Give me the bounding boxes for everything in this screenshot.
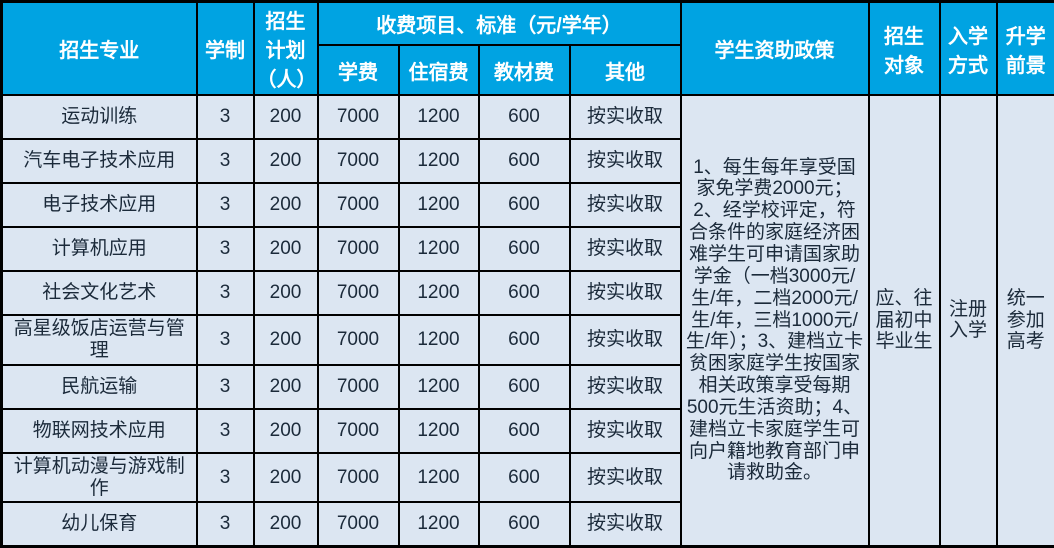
tuition-cell: 7000 [318,271,399,315]
plan-cell: 200 [254,409,318,453]
aid-policy-cell: 1、每生每年享受国家免学费2000元；2、经学校评定，符合条件的家庭经济困难学生… [681,95,869,546]
duration-cell: 3 [197,365,254,409]
major-cell: 汽车电子技术应用 [2,139,197,183]
textbook-cell: 600 [479,502,570,546]
plan-cell: 200 [254,502,318,546]
major-cell: 计算机动漫与游戏制作 [2,453,197,503]
textbook-cell: 600 [479,365,570,409]
duration-cell: 3 [197,409,254,453]
duration-cell: 3 [197,227,254,271]
other-cell: 按实收取 [570,502,681,546]
header-admission: 入学 方式 [940,2,997,96]
accommodation-cell: 1200 [399,453,479,503]
accommodation-cell: 1200 [399,271,479,315]
header-major: 招生专业 [2,2,197,96]
table-header: 招生专业 学制 招生 计划 （人） 收费项目、标准（元/学年） 学生资助政策 招… [2,2,1054,96]
accommodation-cell: 1200 [399,183,479,227]
header-tuition: 学费 [318,45,399,95]
tuition-cell: 7000 [318,183,399,227]
accommodation-cell: 1200 [399,95,479,139]
tuition-cell: 7000 [318,139,399,183]
duration-cell: 3 [197,453,254,503]
other-cell: 按实收取 [570,365,681,409]
plan-cell: 200 [254,139,318,183]
prospect-cell: 统一 参加 高考 [997,95,1054,546]
duration-cell: 3 [197,271,254,315]
major-cell: 高星级饭店运营与管理 [2,315,197,365]
plan-cell: 200 [254,453,318,503]
textbook-cell: 600 [479,139,570,183]
header-plan: 招生 计划 （人） [254,2,318,96]
major-cell: 物联网技术应用 [2,409,197,453]
accommodation-cell: 1200 [399,409,479,453]
tuition-cell: 7000 [318,502,399,546]
duration-cell: 3 [197,139,254,183]
duration-cell: 3 [197,183,254,227]
accommodation-cell: 1200 [399,365,479,409]
header-aid-policy: 学生资助政策 [681,2,869,96]
major-cell: 民航运输 [2,365,197,409]
table-row: 运动训练 3 200 7000 1200 600 按实收取 1、每生每年享受国家… [2,95,1054,139]
other-cell: 按实收取 [570,409,681,453]
header-target: 招生 对象 [869,2,940,96]
textbook-cell: 600 [479,409,570,453]
header-fees-group: 收费项目、标准（元/学年） [318,2,681,46]
tuition-cell: 7000 [318,365,399,409]
other-cell: 按实收取 [570,139,681,183]
textbook-cell: 600 [479,315,570,365]
other-cell: 按实收取 [570,183,681,227]
plan-cell: 200 [254,271,318,315]
plan-cell: 200 [254,365,318,409]
tuition-cell: 7000 [318,409,399,453]
other-cell: 按实收取 [570,453,681,503]
major-cell: 运动训练 [2,95,197,139]
accommodation-cell: 1200 [399,315,479,365]
header-other: 其他 [570,45,681,95]
textbook-cell: 600 [479,227,570,271]
header-accommodation: 住宿费 [399,45,479,95]
duration-cell: 3 [197,95,254,139]
header-textbook: 教材费 [479,45,570,95]
header-duration: 学制 [197,2,254,96]
other-cell: 按实收取 [570,315,681,365]
tuition-cell: 7000 [318,227,399,271]
header-prospect: 升学 前景 [997,2,1054,96]
textbook-cell: 600 [479,271,570,315]
tuition-cell: 7000 [318,315,399,365]
other-cell: 按实收取 [570,227,681,271]
textbook-cell: 600 [479,183,570,227]
major-cell: 计算机应用 [2,227,197,271]
admission-cell: 注册 入学 [940,95,997,546]
other-cell: 按实收取 [570,271,681,315]
textbook-cell: 600 [479,453,570,503]
plan-cell: 200 [254,227,318,271]
accommodation-cell: 1200 [399,502,479,546]
accommodation-cell: 1200 [399,139,479,183]
duration-cell: 3 [197,315,254,365]
other-cell: 按实收取 [570,95,681,139]
major-cell: 幼儿保育 [2,502,197,546]
plan-cell: 200 [254,183,318,227]
plan-cell: 200 [254,95,318,139]
tuition-cell: 7000 [318,95,399,139]
major-cell: 电子技术应用 [2,183,197,227]
duration-cell: 3 [197,502,254,546]
plan-cell: 200 [254,315,318,365]
tuition-cell: 7000 [318,453,399,503]
target-cell: 应、往 届初中 毕业生 [869,95,940,546]
major-cell: 社会文化艺术 [2,271,197,315]
accommodation-cell: 1200 [399,227,479,271]
textbook-cell: 600 [479,95,570,139]
table-body: 运动训练 3 200 7000 1200 600 按实收取 1、每生每年享受国家… [2,95,1054,546]
